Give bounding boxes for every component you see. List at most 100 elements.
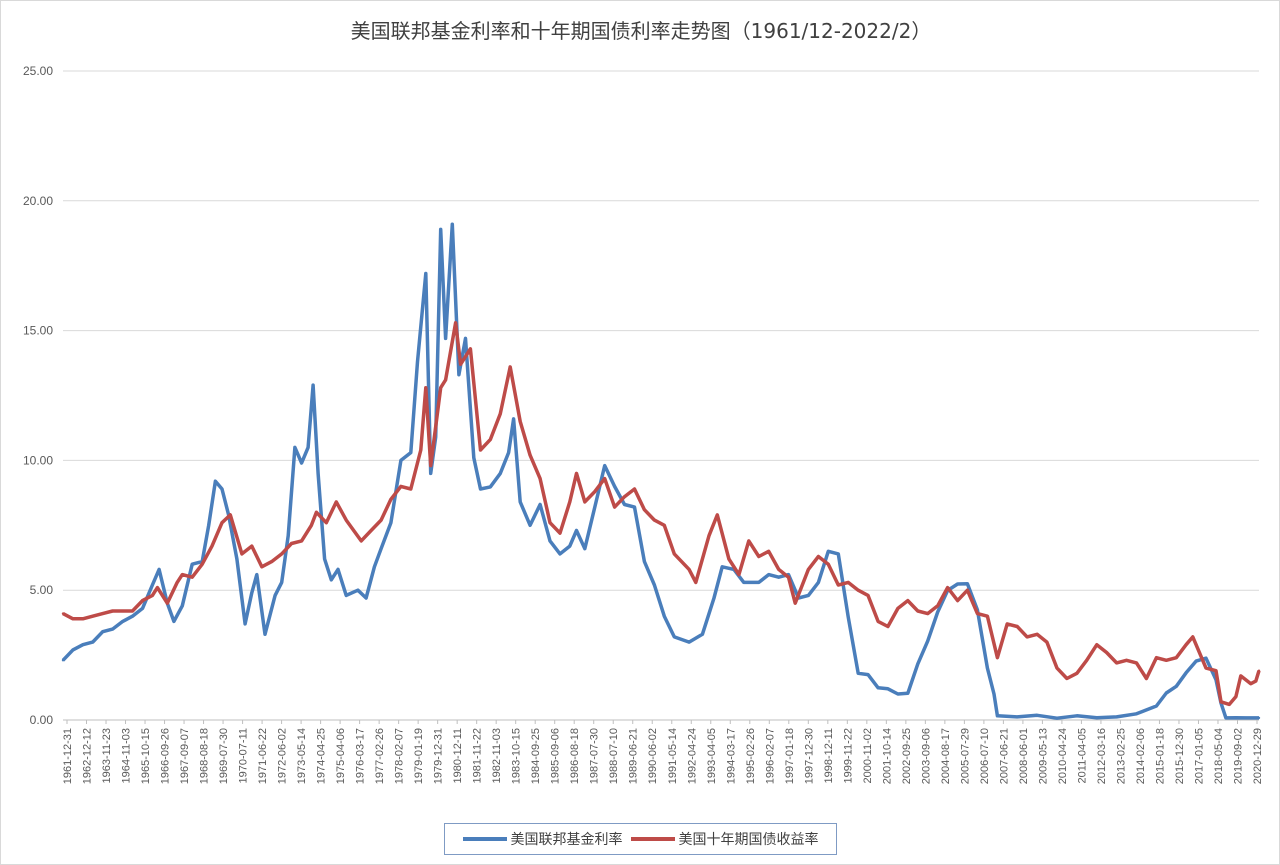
data-point [643,508,646,511]
x-tick-label: 1985-09-06 [550,728,562,784]
data-point [716,513,719,517]
x-tick-label: 1966-09-26 [160,728,172,784]
data-point [866,673,870,676]
data-point [1095,716,1099,719]
data-point [1075,672,1079,675]
data-point [429,464,432,467]
data-point [360,539,363,543]
data-point [777,568,780,571]
data-point [777,576,780,579]
x-tick-label: 1995-02-26 [745,728,757,784]
data-point [1025,635,1029,639]
x-tick-label: 2013-02-25 [1115,728,1127,784]
data-point [1016,625,1019,628]
data-point [141,607,144,610]
data-point [229,513,232,517]
x-tick-label: 1997-12-30 [803,728,815,784]
x-tick-label: 1977-02-26 [374,728,386,784]
data-point [548,539,552,543]
data-point [643,560,646,563]
legend-swatch-10y-treasury [630,837,675,841]
x-tick-label: 2002-09-25 [901,728,913,784]
data-point [712,596,716,600]
data-point [325,521,328,524]
data-point [663,615,666,618]
x-tick-label: 1965-10-15 [140,728,152,784]
data-point [528,524,532,527]
data-point [507,451,510,454]
data-point [101,630,104,633]
x-tick-label: 2011-04-05 [1076,728,1088,783]
data-point [439,386,442,389]
data-point [886,687,890,690]
data-point [1045,640,1049,644]
data-point [91,615,94,618]
data-point [214,480,217,483]
x-tick-label: 1996-02-07 [764,728,776,784]
x-tick-label: 1999-11-22 [842,728,854,783]
data-point [201,563,204,566]
data-point [379,547,383,550]
data-point [1135,661,1138,665]
data-point [1234,695,1238,698]
data-point [966,589,969,592]
data-point [623,495,626,498]
data-point [1228,703,1231,706]
data-point [737,573,741,576]
data-point [444,337,447,340]
data-point [71,648,75,652]
data-point [986,615,989,618]
data-point [742,581,745,584]
data-point [837,583,840,587]
data-point [345,518,348,522]
data-point [1155,656,1158,659]
data-point [373,565,376,568]
data-point [757,555,760,558]
x-tick-label: 1980-12-11 [452,728,464,783]
data-point [906,692,909,695]
data-point [207,524,210,527]
data-point [210,544,214,548]
data-point [558,552,562,556]
data-point [61,659,65,662]
data-point [454,321,457,324]
x-tick-label: 1982-11-03 [491,728,503,783]
data-point [837,552,840,556]
x-tick-label: 2000-11-02 [862,728,874,783]
data-point [992,692,996,696]
y-tick-label: 10.00 [23,453,53,467]
data-point [469,347,472,350]
data-point [250,591,253,594]
x-tick-label: 2003-09-06 [920,728,932,784]
data-point [767,550,770,553]
data-point [926,612,929,615]
series-1 [61,321,1261,707]
data-point [323,557,326,561]
data-point [1006,622,1009,626]
x-tick-label: 1968-08-18 [199,728,211,784]
data-point [131,609,134,613]
data-point [1035,714,1039,717]
data-point [1257,669,1261,672]
data-point [1135,712,1138,715]
x-tick-label: 2019-09-02 [1232,728,1244,784]
data-point [111,609,114,613]
data-point [548,521,552,524]
data-point [807,594,810,597]
data-point [81,617,85,620]
data-point [663,524,666,527]
data-point [1249,682,1253,685]
data-point [976,612,979,615]
x-tick-label: 1993-04-05 [706,728,718,784]
data-point [509,365,512,369]
data-point [528,454,532,457]
x-tick-label: 1972-06-02 [277,728,289,784]
x-tick-label: 1963-11-23 [101,728,113,783]
data-point [996,656,999,659]
data-point [673,552,676,556]
data-point [429,472,432,475]
x-tick-label: 2017-01-05 [1193,728,1205,784]
data-point [1224,716,1228,720]
x-tick-label: 1971-06-22 [257,728,269,784]
